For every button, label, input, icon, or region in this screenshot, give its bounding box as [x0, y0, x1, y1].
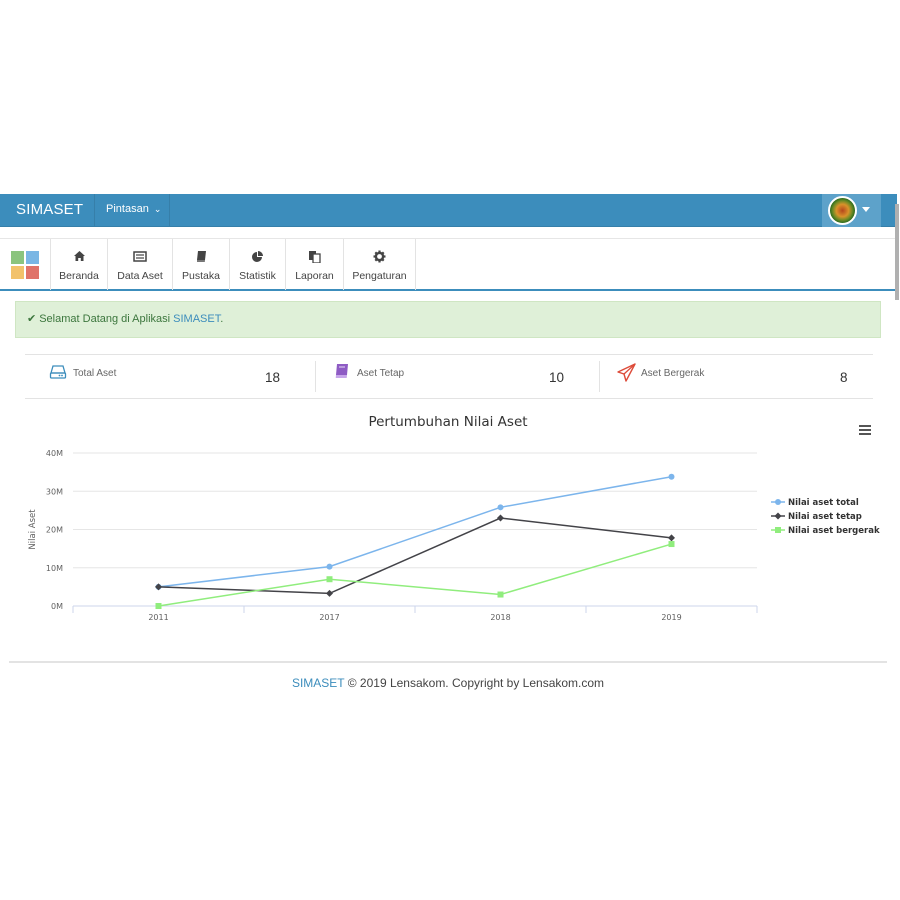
- apps-grid-icon[interactable]: [11, 251, 39, 279]
- toolbar-item-label: Laporan: [295, 270, 334, 282]
- avatar: [828, 196, 857, 225]
- module-toolbar: Beranda Data Aset Pustaka Statistik Lapo…: [0, 238, 895, 291]
- data-point: [155, 583, 162, 591]
- data-point: [497, 591, 504, 598]
- divider: [599, 361, 600, 392]
- legend-marker: [775, 499, 781, 505]
- book-icon: [173, 250, 229, 263]
- user-menu[interactable]: [822, 194, 881, 227]
- pie-chart-icon: [230, 250, 285, 263]
- check-icon: ✔: [27, 313, 37, 325]
- book-icon: [333, 363, 351, 381]
- stat-aset-bergerak: Aset Bergerak 8: [617, 355, 873, 398]
- stat-label: Total Aset: [73, 368, 117, 379]
- x-tick-label: 2019: [661, 613, 681, 622]
- chart-menu-icon[interactable]: [859, 425, 871, 435]
- copy-icon: [286, 250, 343, 264]
- stats-row: Total Aset 18 Aset Tetap 10 Aset Bergera…: [25, 354, 873, 399]
- x-tick-label: 2011: [148, 613, 168, 622]
- stat-label: Aset Bergerak: [641, 368, 705, 379]
- y-tick-label: 0M: [51, 602, 63, 611]
- shortcut-label: Pintasan: [106, 203, 149, 215]
- footer: SIMASET © 2019 Lensakom. Copyright by Le…: [0, 676, 896, 690]
- scrollbar[interactable]: [895, 204, 899, 300]
- data-point: [326, 589, 333, 597]
- footer-divider: [9, 661, 887, 663]
- alert-period: .: [220, 313, 224, 325]
- welcome-alert: ✔ Selamat Datang di Aplikasi SIMASET.: [15, 301, 881, 338]
- toolbar-item-label: Pustaka: [182, 270, 220, 282]
- stat-label: Aset Tetap: [357, 368, 405, 379]
- data-point: [326, 563, 333, 570]
- shortcut-dropdown[interactable]: Pintasan ⌄: [94, 194, 170, 227]
- footer-brand-link[interactable]: SIMASET: [291, 676, 345, 690]
- alert-text: Selamat Datang di Aplikasi: [39, 313, 174, 325]
- legend-label: Nilai aset bergerak: [788, 526, 880, 536]
- stat-aset-tetap: Aset Tetap 10: [333, 355, 603, 398]
- chevron-down-icon: ⌄: [153, 204, 162, 214]
- y-tick-label: 40M: [46, 449, 63, 458]
- x-tick-label: 2017: [319, 613, 339, 622]
- paper-plane-icon: [617, 363, 636, 382]
- legend-label: Nilai aset tetap: [788, 512, 862, 522]
- series-line: [158, 543, 672, 607]
- app-frame: SIMASET Pintasan ⌄ Beranda Data Aset: [0, 194, 900, 706]
- legend-label: Nilai aset total: [788, 498, 859, 508]
- top-navbar: SIMASET Pintasan ⌄: [0, 194, 897, 227]
- chart-title: Pertumbuhan Nilai Aset: [368, 414, 527, 430]
- data-point: [155, 603, 162, 609]
- y-axis-title: Nilai Aset: [28, 509, 38, 550]
- y-tick-label: 20M: [46, 526, 63, 535]
- toolbar-item-beranda[interactable]: Beranda: [50, 239, 107, 290]
- data-point: [668, 541, 675, 548]
- footer-text: © 2019 Lensakom. Copyright by Lensakom.c…: [344, 676, 605, 690]
- data-point: [668, 473, 675, 480]
- y-tick-label: 30M: [46, 487, 63, 496]
- stat-value: 8: [840, 370, 848, 385]
- data-point: [326, 576, 333, 583]
- caret-down-icon: [862, 207, 870, 212]
- x-tick-label: 2018: [490, 613, 510, 622]
- home-icon: [51, 250, 107, 263]
- data-point: [497, 514, 504, 522]
- toolbar-item-pengaturan[interactable]: Pengaturan: [343, 239, 416, 290]
- alert-brand: SIMASET: [173, 313, 221, 325]
- gear-icon: [344, 250, 415, 263]
- stat-value: 18: [265, 370, 281, 385]
- toolbar-item-label: Pengaturan: [352, 270, 407, 282]
- data-point: [497, 504, 504, 511]
- y-tick-label: 10M: [46, 564, 63, 573]
- toolbar-item-label: Statistik: [239, 270, 276, 282]
- list-icon: [108, 250, 172, 263]
- stat-total-aset: Total Aset 18: [49, 355, 319, 398]
- brand-logo[interactable]: SIMASET: [16, 201, 84, 218]
- data-point: [668, 534, 675, 542]
- toolbar-item-pustaka[interactable]: Pustaka: [172, 239, 229, 290]
- legend-marker: [775, 527, 781, 533]
- series-line: [158, 517, 672, 595]
- legend-marker: [774, 512, 782, 520]
- toolbar-item-statistik[interactable]: Statistik: [229, 239, 285, 290]
- toolbar-item-data-aset[interactable]: Data Aset: [107, 239, 172, 290]
- series-line: [158, 475, 672, 588]
- divider: [315, 361, 316, 392]
- toolbar-item-label: Beranda: [59, 270, 99, 282]
- hard-drive-icon: [49, 363, 67, 381]
- chart-svg: Pertumbuhan Nilai Aset 0M 10M 20M 30M 40M 2011…: [28, 414, 880, 622]
- toolbar-item-laporan[interactable]: Laporan: [285, 239, 343, 290]
- growth-chart: Pertumbuhan Nilai Aset 0M 10M 20M 30M 40M 2011…: [25, 408, 880, 643]
- stat-value: 10: [549, 370, 565, 385]
- toolbar-item-label: Data Aset: [117, 270, 163, 282]
